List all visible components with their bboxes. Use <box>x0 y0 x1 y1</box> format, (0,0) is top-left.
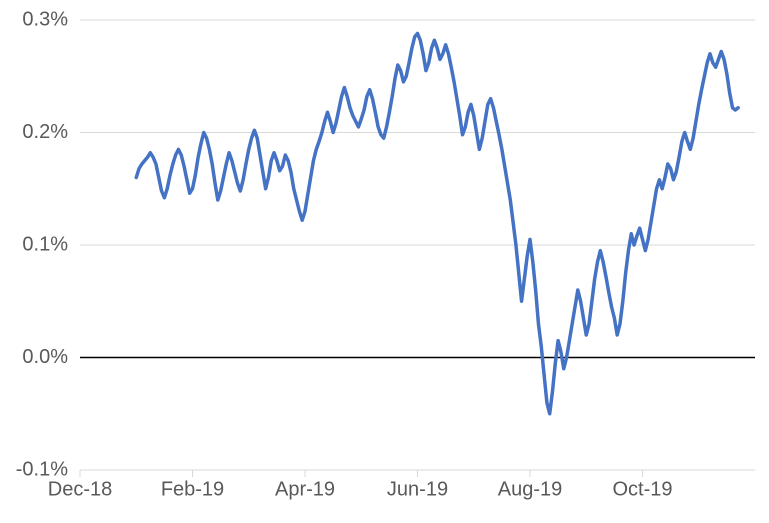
x-tick-label: Aug-19 <box>498 479 563 501</box>
y-tick-label: 0.2% <box>22 121 68 143</box>
x-tick-label: Dec-18 <box>48 479 112 501</box>
x-tick-label: Feb-19 <box>161 479 224 501</box>
y-tick-label: 0.0% <box>22 346 68 368</box>
x-tick-label: Jun-19 <box>387 479 448 501</box>
line-chart: -0.1% 0.0% 0.1% 0.2% 0.3% Dec-18 Feb-19 Apr-19 J… <box>0 0 769 523</box>
y-tick-label: 0.1% <box>22 233 68 255</box>
y-tick-label: -0.1% <box>16 458 68 480</box>
series-spread <box>136 34 738 414</box>
x-tick-label: Apr-19 <box>275 479 335 501</box>
x-tick-label: Oct-19 <box>612 479 672 501</box>
chart-svg: -0.1% 0.0% 0.1% 0.2% 0.3% Dec-18 Feb-19 Apr-19 J… <box>0 0 769 523</box>
y-tick-label: 0.3% <box>22 8 68 30</box>
